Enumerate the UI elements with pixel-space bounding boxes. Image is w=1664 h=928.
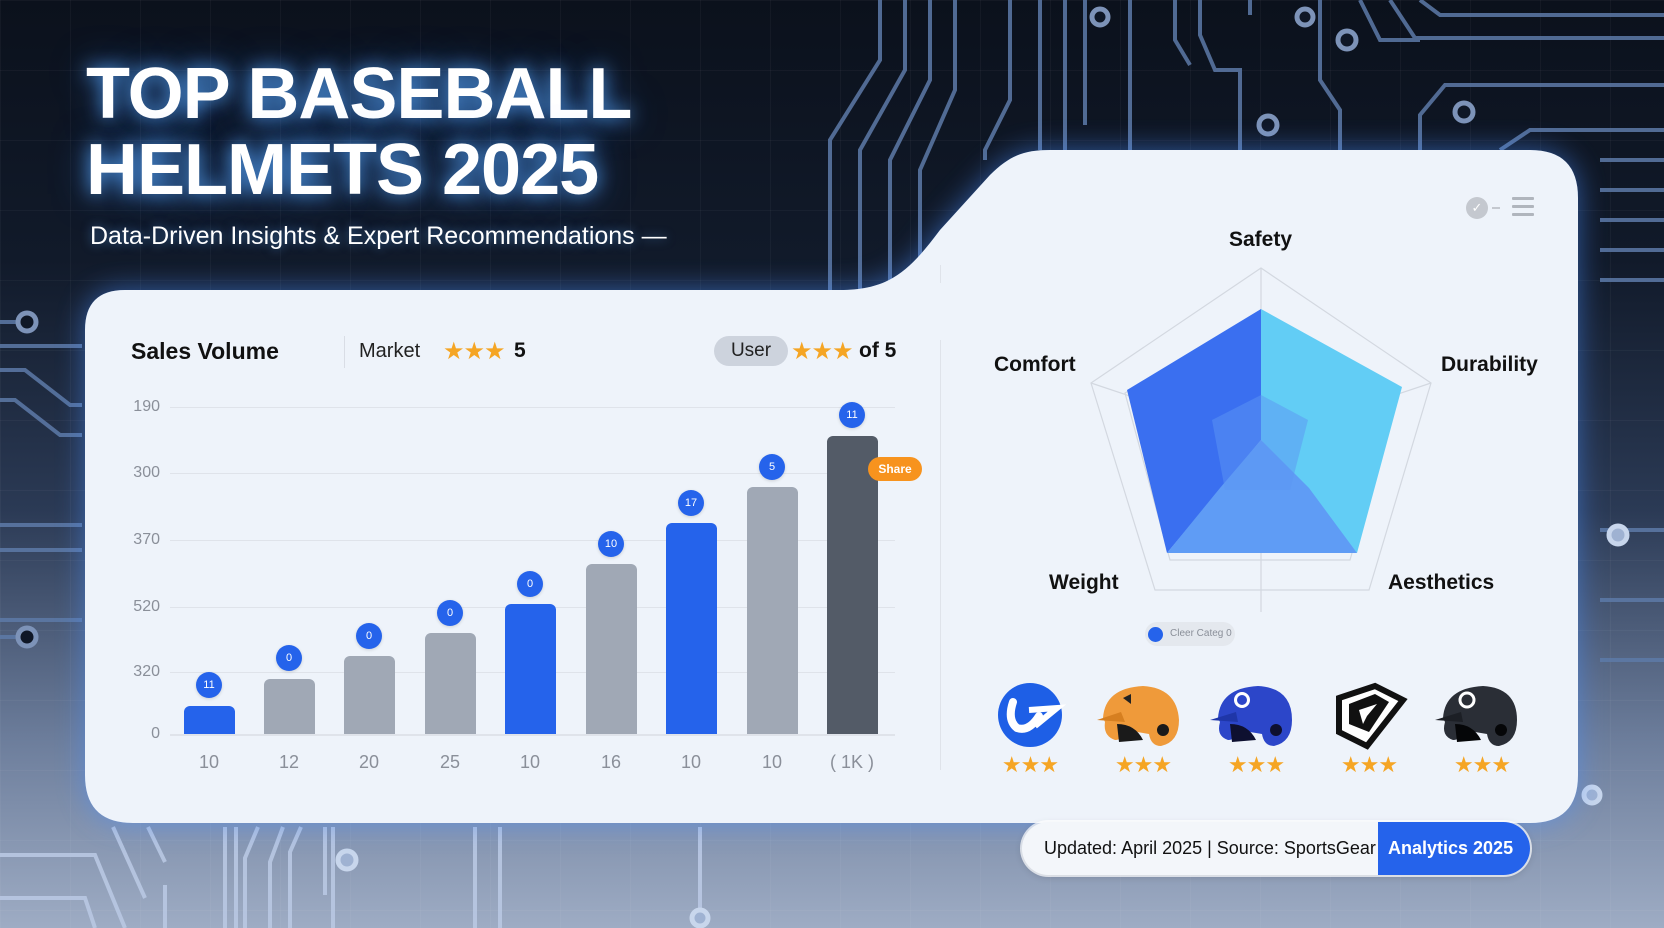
bar[interactable] (666, 523, 717, 734)
y-tick: 300 (133, 464, 160, 481)
value-bubble: 0 (517, 571, 543, 597)
bar[interactable] (425, 633, 476, 734)
x-tick: 10 (680, 752, 702, 772)
value-bubble: 0 (437, 600, 463, 626)
bar[interactable] (344, 656, 395, 734)
user-rating-value: of 5 (859, 339, 897, 362)
value-bubble: 11 (196, 672, 222, 698)
title-line-1: TOP BASEBALL (86, 54, 632, 134)
x-tick: ( 1K ) (829, 752, 874, 772)
panel-divider (940, 265, 941, 283)
radar-label-comfort: Comfort (994, 353, 1076, 376)
y-tick: 190 (133, 398, 160, 415)
brand-rating-stars: ★★★ (1114, 752, 1172, 777)
radar-label-safety: Safety (1229, 228, 1293, 251)
shield-logo-icon[interactable] (1325, 680, 1415, 750)
page-title: TOP BASEBALL HELMETS 2025 (86, 54, 632, 210)
x-tick: 10 (519, 752, 541, 772)
x-tick: 20 (358, 752, 380, 772)
user-toggle-button[interactable]: User (714, 336, 788, 366)
user-star-icons: ★★★ (791, 338, 854, 365)
footer-bar: Updated: April 2025 | Source: SportsGear… (1022, 822, 1530, 875)
x-tick: 10 (198, 752, 220, 772)
brand-rating-stars: ★★★ (1001, 752, 1059, 777)
bar[interactable] (505, 604, 556, 734)
gridline (170, 407, 895, 408)
black-helmet-icon[interactable] (1433, 680, 1523, 750)
y-tick: 320 (133, 663, 160, 680)
value-bubble: 17 (678, 490, 704, 516)
blue-helmet-icon[interactable] (1208, 680, 1298, 750)
value-bubble: 5 (759, 454, 785, 480)
header-divider (344, 336, 345, 368)
radar-label-aesthetics: Aesthetics (1388, 571, 1495, 594)
footer-info: Updated: April 2025 | Source: SportsGear (1044, 838, 1376, 858)
gridline (170, 540, 895, 541)
radar-area-dark (1127, 309, 1261, 553)
gridline (170, 473, 895, 474)
share-button[interactable]: Share (868, 457, 922, 481)
radar-area-light (1261, 309, 1402, 553)
y-tick: 520 (133, 598, 160, 615)
sales-volume-title: Sales Volume (131, 338, 279, 364)
bar[interactable] (747, 487, 798, 734)
x-axis-baseline (170, 734, 895, 736)
radar-label-durability: Durability (1441, 353, 1538, 376)
analytics-badge[interactable]: Analytics 2025 (1378, 822, 1530, 875)
market-rating-value: 5 (514, 339, 526, 362)
brand-rating-stars: ★★★ (1453, 752, 1511, 777)
bar[interactable] (827, 436, 878, 734)
x-tick: 25 (439, 752, 461, 772)
y-tick: 370 (133, 531, 160, 548)
x-tick: 16 (600, 752, 622, 772)
dash-icon (1492, 207, 1500, 209)
legend-dot-icon (1148, 627, 1163, 642)
page-subtitle: Data-Driven Insights & Expert Recommenda… (90, 222, 667, 250)
y-tick: 0 (151, 725, 160, 742)
brand-logo-circle-icon[interactable] (985, 680, 1075, 750)
brand-rating-stars: ★★★ (1227, 752, 1285, 777)
value-bubble: 11 (839, 402, 865, 428)
market-label: Market (359, 340, 421, 362)
value-bubble: 0 (276, 645, 302, 671)
orange-helmet-icon[interactable] (1095, 680, 1185, 750)
value-bubble: 0 (356, 623, 382, 649)
check-icon[interactable]: ✓ (1466, 197, 1488, 219)
legend-label: Cleer Categ 0 (1170, 628, 1232, 639)
title-line-2: HELMETS 2025 (86, 130, 599, 210)
x-tick: 10 (761, 752, 783, 772)
value-bubble: 10 (598, 531, 624, 557)
market-star-icons: ★★★ (443, 338, 506, 365)
menu-icon[interactable] (1512, 197, 1534, 217)
panel-divider (940, 340, 941, 770)
radar-label-weight: Weight (1049, 571, 1119, 594)
radar-area-mid (1167, 440, 1357, 553)
bar[interactable] (264, 679, 315, 734)
brand-rating-stars: ★★★ (1340, 752, 1398, 777)
bar[interactable] (586, 564, 637, 734)
x-tick: 12 (278, 752, 300, 772)
bar[interactable] (184, 706, 235, 734)
